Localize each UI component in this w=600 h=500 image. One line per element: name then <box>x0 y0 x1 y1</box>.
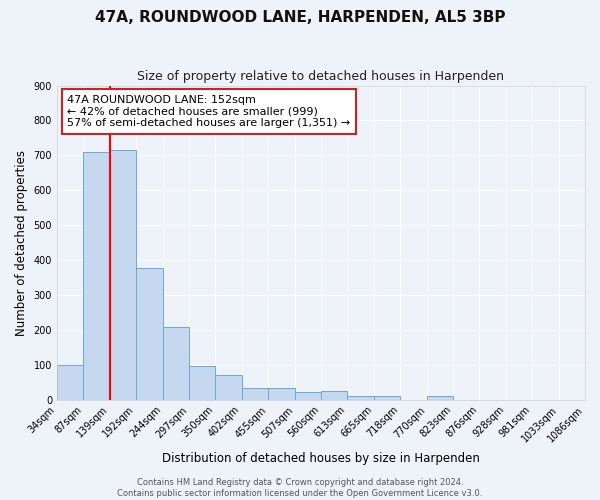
Bar <box>374 396 400 400</box>
Text: Contains HM Land Registry data © Crown copyright and database right 2024.
Contai: Contains HM Land Registry data © Crown c… <box>118 478 482 498</box>
Bar <box>215 374 242 400</box>
Bar <box>347 396 374 400</box>
Text: 47A, ROUNDWOOD LANE, HARPENDEN, AL5 3BP: 47A, ROUNDWOOD LANE, HARPENDEN, AL5 3BP <box>95 10 505 25</box>
X-axis label: Distribution of detached houses by size in Harpenden: Distribution of detached houses by size … <box>162 452 480 465</box>
Bar <box>321 391 347 400</box>
Y-axis label: Number of detached properties: Number of detached properties <box>15 150 28 336</box>
Bar <box>268 388 295 400</box>
Bar <box>242 388 268 400</box>
Bar <box>189 366 215 400</box>
Bar <box>83 152 110 400</box>
Title: Size of property relative to detached houses in Harpenden: Size of property relative to detached ho… <box>137 70 505 83</box>
Bar <box>136 268 163 400</box>
Bar <box>295 392 321 400</box>
Text: 47A ROUNDWOOD LANE: 152sqm
← 42% of detached houses are smaller (999)
57% of sem: 47A ROUNDWOOD LANE: 152sqm ← 42% of deta… <box>67 95 351 128</box>
Bar <box>427 396 453 400</box>
Bar <box>163 327 189 400</box>
Bar <box>57 365 83 400</box>
Bar <box>110 150 136 400</box>
